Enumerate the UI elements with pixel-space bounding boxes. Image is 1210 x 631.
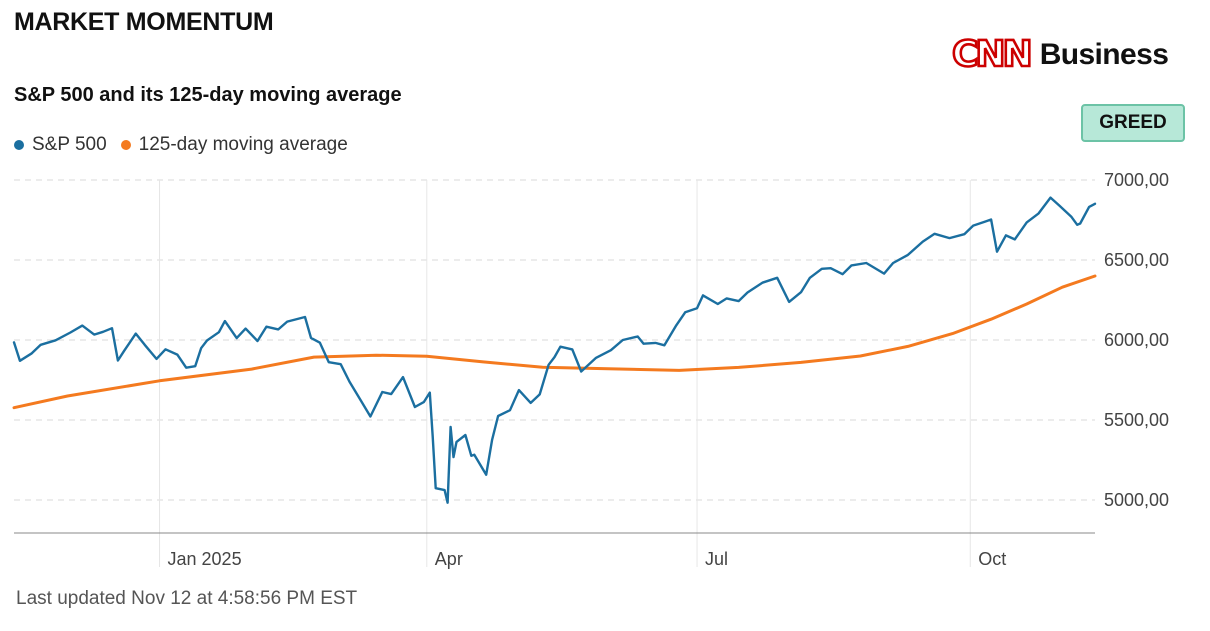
- moving-average-line[interactable]: [12, 274, 1097, 410]
- legend-dot-moving-average: [120, 140, 131, 150]
- chart-legend: S&P 500 125-day moving average: [14, 134, 362, 156]
- cnn-business-logo[interactable]: CNN Business: [951, 32, 1169, 78]
- last-updated-text: Last updated Nov 12 at 4:58:56 PM EST: [16, 588, 358, 609]
- chart-grid: [14, 179, 1095, 567]
- x-tick-label: Jan 2025: [168, 549, 242, 569]
- sentiment-badge: GREED: [1081, 104, 1185, 142]
- legend-label-moving-average: 125-day moving average: [138, 134, 348, 155]
- x-tick-label: Jul: [705, 549, 728, 569]
- cnn-logo-mark: CNN: [951, 33, 1034, 77]
- legend-item-sp500[interactable]: S&P 500: [14, 134, 107, 156]
- chart-axes: 5000,00 5500,00 6000,00 6500,00 7000,00 Jan 2…: [14, 170, 1169, 569]
- x-tick-label: Oct: [978, 549, 1006, 569]
- chart-series: [12, 196, 1097, 504]
- x-tick-label: Apr: [435, 549, 463, 569]
- y-tick-label: 6500,00: [1104, 250, 1169, 270]
- y-tick-label: 5500,00: [1104, 410, 1169, 430]
- sp500-line[interactable]: [12, 196, 1097, 504]
- y-tick-label: 6000,00: [1104, 330, 1169, 350]
- legend-item-moving-average[interactable]: 125-day moving average: [120, 134, 348, 156]
- page-title: MARKET MOMENTUM: [14, 8, 274, 36]
- business-logo-word: Business: [1039, 38, 1169, 71]
- y-tick-label: 7000,00: [1104, 170, 1169, 190]
- legend-label-sp500: S&P 500: [32, 134, 107, 155]
- legend-dot-sp500: [14, 140, 24, 150]
- y-tick-label: 5000,00: [1104, 490, 1169, 510]
- chart-title: S&P 500 and its 125-day moving average: [14, 84, 402, 106]
